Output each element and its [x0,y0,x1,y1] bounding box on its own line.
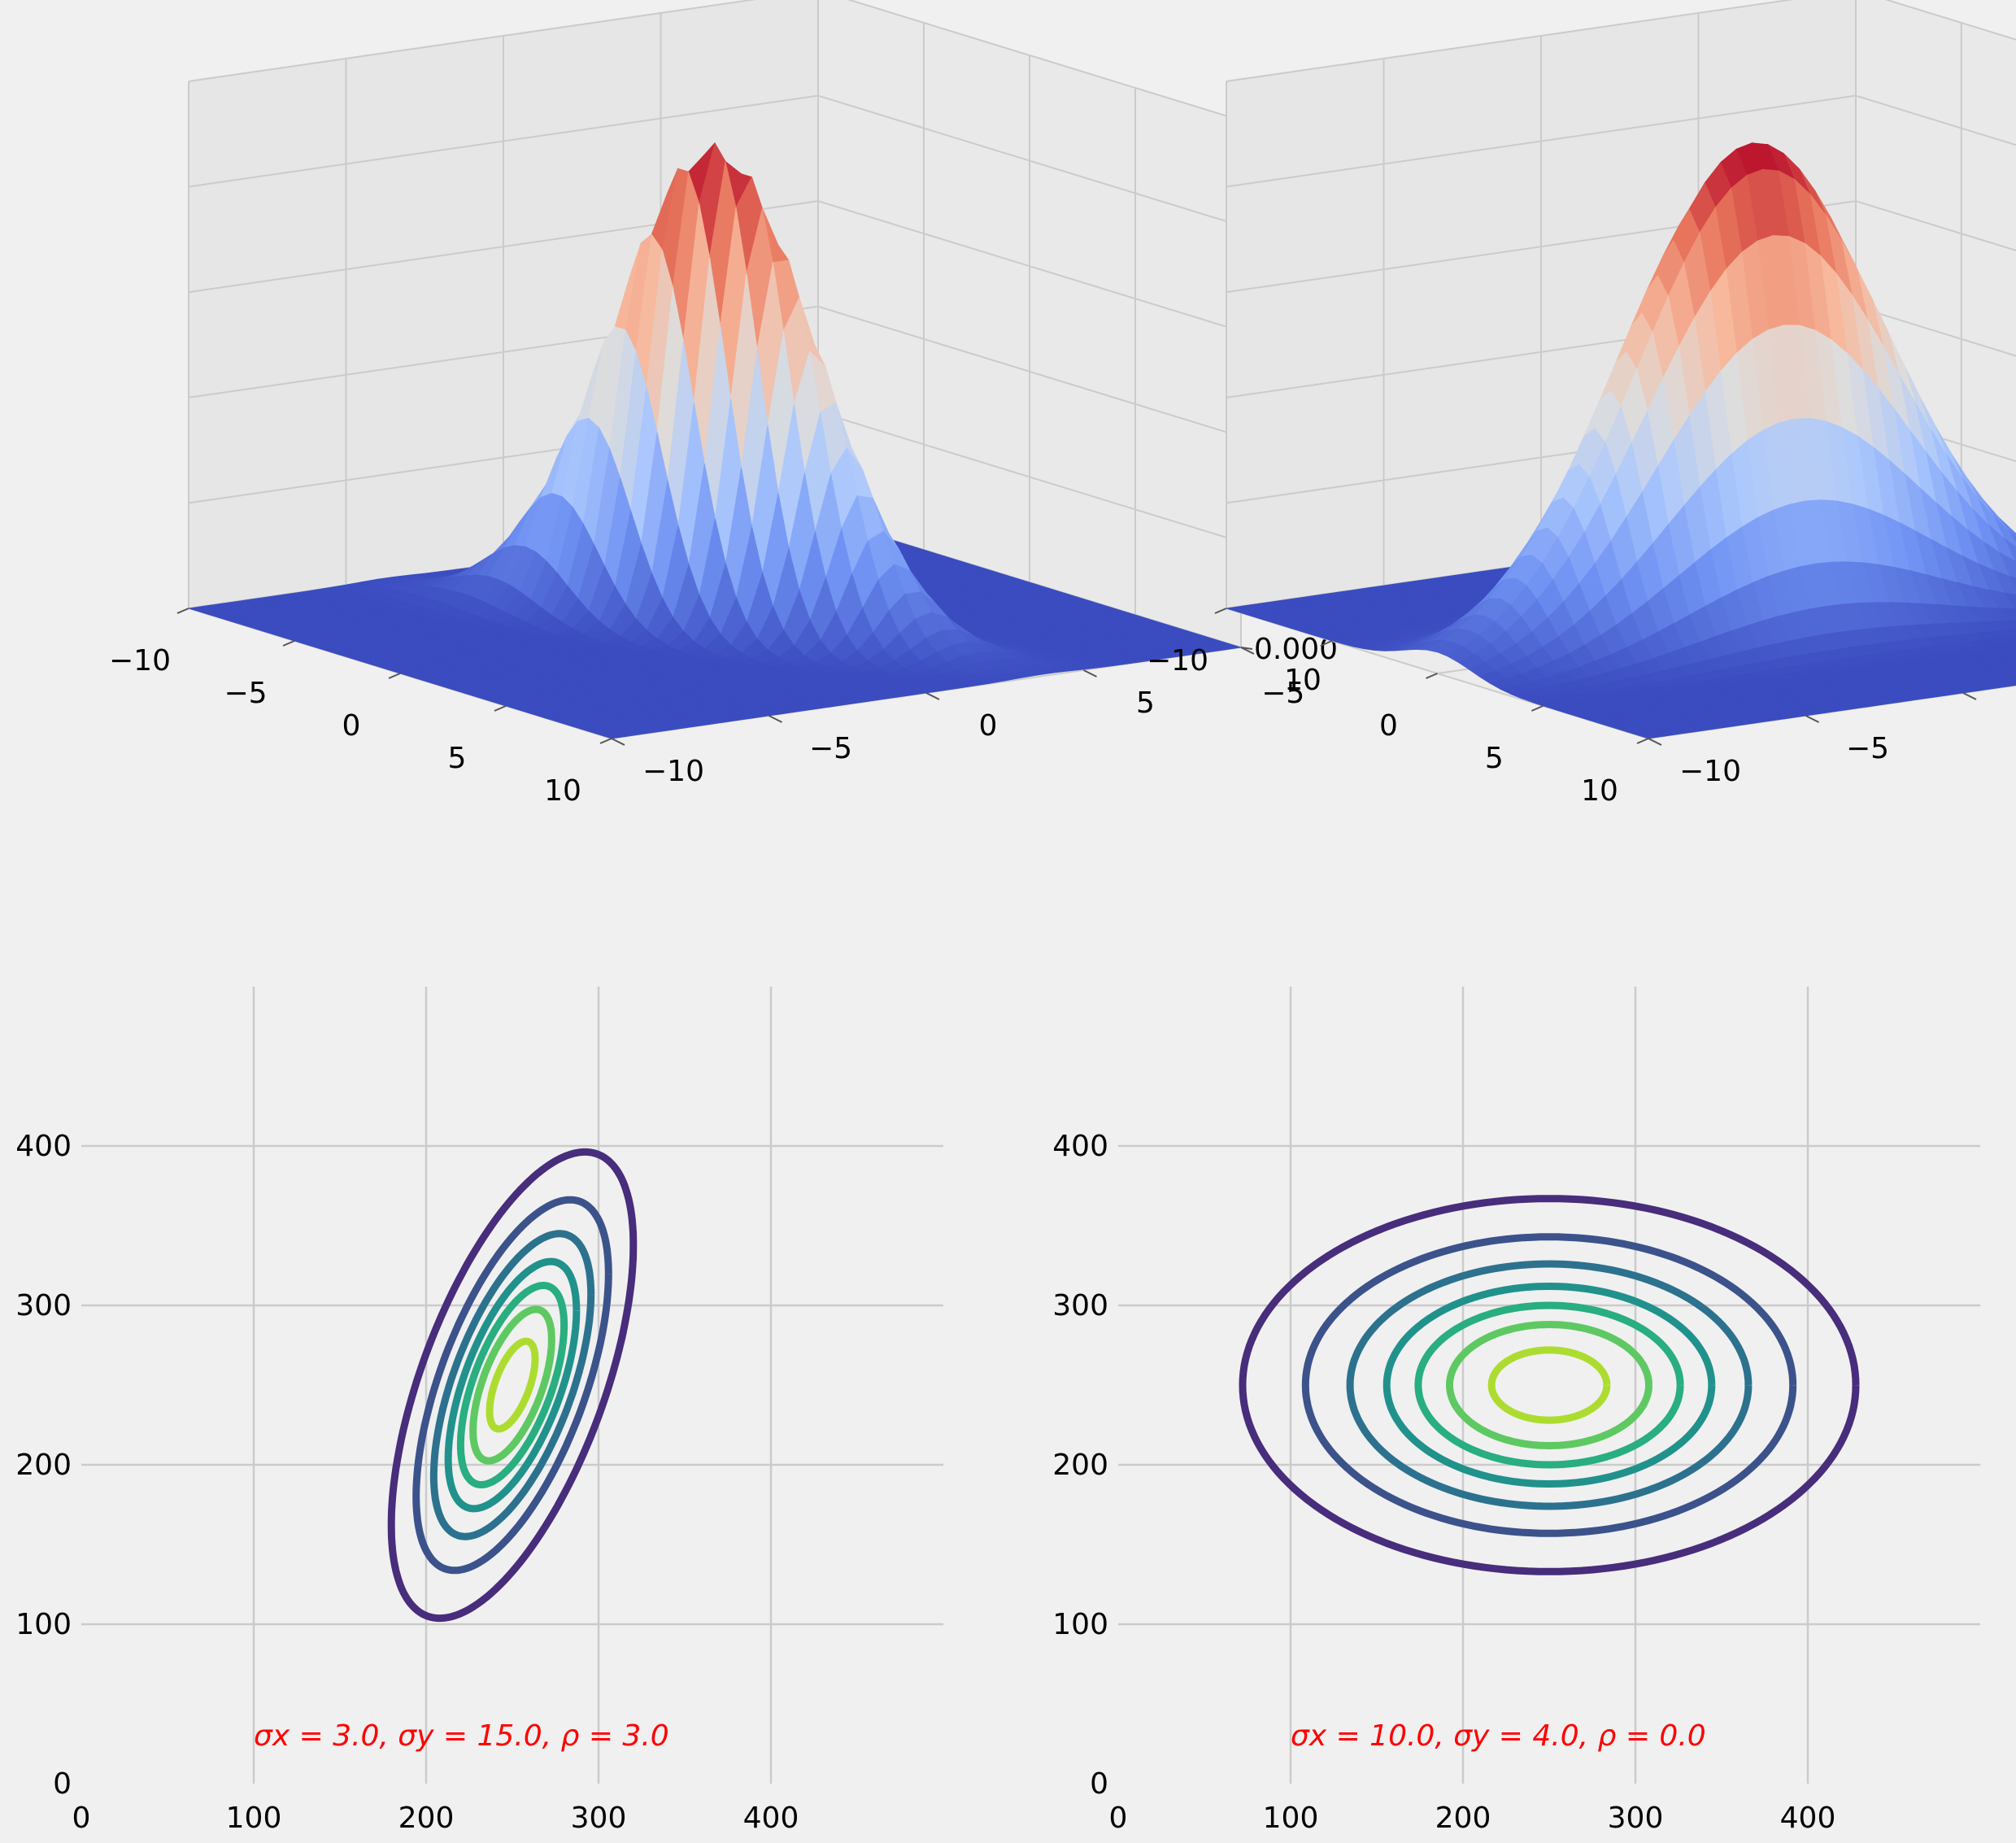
x-tick [177,608,189,613]
y-tick-label: −5 [1846,732,1889,765]
x-tick-label: 0 [342,709,361,743]
y-tick-label: 5 [1136,686,1155,720]
x-tick [494,706,506,711]
y-tick-label: 400 [15,1130,72,1163]
contour-level-5 [1418,1305,1680,1465]
contour-level-1 [1243,1199,1856,1572]
x-tick-label: 300 [571,1802,627,1835]
parameter-annotation: σx = 10.0, σy = 4.0, ρ = 0.0 [1291,1719,1706,1753]
contour-level-6 [1450,1325,1649,1446]
x-tick-label: −10 [1147,644,1208,678]
x-tick-label: 400 [743,1802,799,1835]
contour-level-7 [1491,1350,1607,1420]
x-tick-label: 0 [1109,1802,1128,1835]
y-tick [1806,716,1819,722]
x-tick-label: 0 [72,1802,91,1835]
y-tick-label: −5 [809,732,852,765]
y-tick [612,739,625,745]
y-tick-label: 0 [1090,1767,1108,1801]
x-tick-label: 10 [544,774,581,808]
contour-level-2 [416,1200,609,1571]
x-tick-label: 100 [1263,1802,1319,1835]
y-tick [1963,693,1976,699]
surface-plot-top-left: −10−50510−10−505100.0000.0050.0100.0150.… [109,0,1338,808]
y-tick [1648,739,1661,745]
contour-plot-bottom-right: 0 100 200 300 400 0 100 200 300 400 σx = 10.0, σy … [1052,987,1980,1835]
x-tick [1426,673,1438,678]
x-tick-label: 200 [1435,1802,1491,1835]
x-tick-label: 5 [448,742,467,775]
y-tick-label: 100 [15,1608,72,1641]
x-tick [600,739,612,743]
x-tick [1531,706,1543,711]
contour-plot-bottom-left: 0 100 200 300 400 0 100 200 300 400 σx = 3.0, σy =… [15,987,943,1835]
surface-plot-top-right: −10−50510−10−505100.0000.0050.0100.0150.… [1147,0,2016,808]
contour-level-2 [1305,1237,1792,1534]
x-tick [283,641,294,646]
x-tick-label: −5 [1261,677,1304,710]
y-tick-label: 100 [1052,1608,1108,1641]
y-tick-label: 0 [979,709,998,743]
y-tick [769,716,782,722]
x-tick-label: 0 [1379,709,1398,743]
x-tick-label: 300 [1608,1802,1664,1835]
y-tick-label: −10 [1679,755,1741,788]
x-tick-label: 10 [1581,774,1618,808]
y-tick-label: 300 [1052,1289,1108,1322]
y-tick [1084,670,1097,677]
x-tick [1637,739,1648,743]
y-tick-label: −10 [642,755,704,788]
contour-lines [1243,1199,1856,1572]
parameter-annotation: σx = 3.0, σy = 15.0, ρ = 3.0 [254,1719,669,1753]
y-tick-label: 400 [1052,1130,1108,1163]
contour-level-3 [1350,1264,1748,1506]
x-tick-label: 400 [1780,1802,1836,1835]
x-tick [389,673,400,678]
y-tick-label: 200 [15,1449,72,1482]
contour-lines [391,1152,634,1618]
x-tick-label: 5 [1485,742,1504,775]
y-tick-label: 300 [15,1289,72,1322]
y-tick-label: 0 [53,1767,72,1801]
contour-level-4 [1387,1287,1712,1484]
x-tick-label: 200 [398,1802,455,1835]
y-tick-label: 200 [1052,1449,1108,1482]
x-tick-label: −10 [109,644,171,678]
x-tick-label: 100 [226,1802,282,1835]
y-tick [926,693,939,699]
x-tick-label: −5 [224,677,267,710]
